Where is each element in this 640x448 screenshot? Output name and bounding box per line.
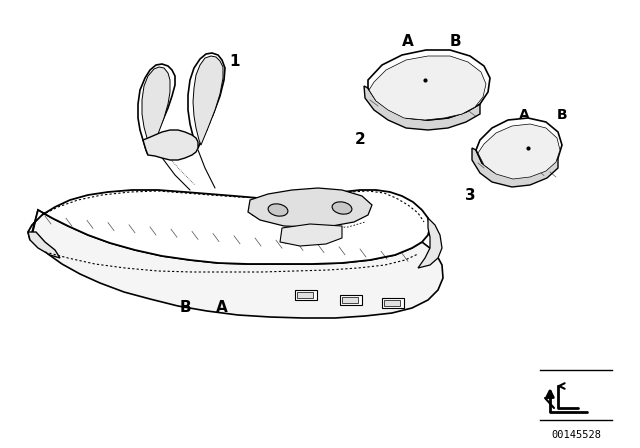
Ellipse shape [332, 202, 352, 214]
FancyBboxPatch shape [384, 300, 400, 306]
Polygon shape [138, 64, 175, 155]
Polygon shape [143, 130, 198, 160]
Polygon shape [142, 67, 170, 150]
Polygon shape [32, 210, 443, 318]
Text: B: B [179, 301, 191, 315]
FancyBboxPatch shape [295, 290, 317, 300]
Text: B: B [557, 108, 567, 122]
Text: B: B [449, 34, 461, 49]
Polygon shape [280, 224, 342, 246]
Polygon shape [188, 53, 225, 148]
Ellipse shape [268, 204, 288, 216]
Polygon shape [478, 124, 560, 179]
Polygon shape [472, 148, 558, 187]
Polygon shape [418, 218, 442, 268]
FancyBboxPatch shape [382, 298, 404, 308]
FancyBboxPatch shape [297, 292, 313, 298]
Text: A: A [216, 301, 228, 315]
Text: 3: 3 [465, 188, 476, 202]
Polygon shape [364, 86, 480, 130]
Text: 2: 2 [355, 133, 365, 147]
Text: A: A [518, 108, 529, 122]
Polygon shape [368, 50, 490, 120]
Polygon shape [28, 190, 430, 264]
Polygon shape [193, 56, 223, 145]
FancyBboxPatch shape [340, 295, 362, 305]
Text: A: A [402, 34, 414, 49]
Polygon shape [248, 188, 372, 227]
Text: 00145528: 00145528 [551, 430, 601, 440]
Polygon shape [369, 56, 486, 120]
Polygon shape [28, 232, 60, 258]
Text: 1: 1 [230, 55, 240, 69]
FancyBboxPatch shape [342, 297, 358, 303]
Polygon shape [476, 118, 562, 177]
